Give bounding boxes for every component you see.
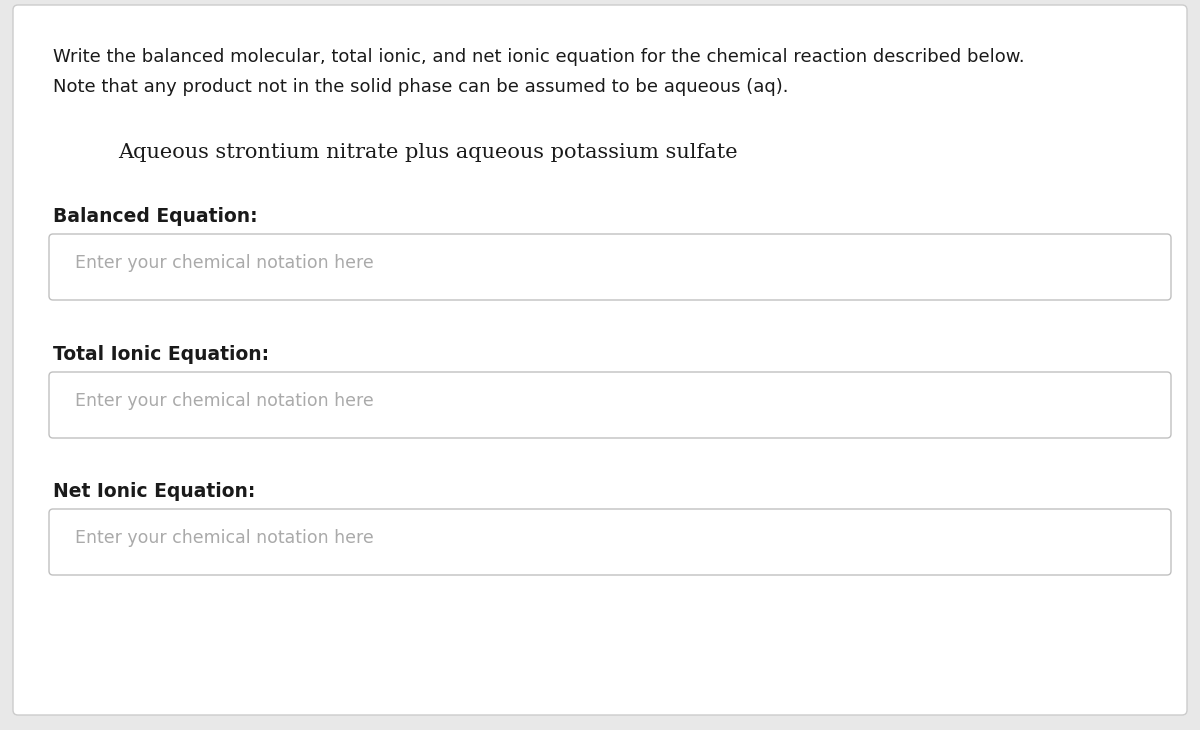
Text: Net Ionic Equation:: Net Ionic Equation: — [53, 482, 256, 501]
Text: Write the balanced molecular, total ionic, and net ionic equation for the chemic: Write the balanced molecular, total ioni… — [53, 48, 1025, 66]
FancyBboxPatch shape — [49, 234, 1171, 300]
Text: Enter your chemical notation here: Enter your chemical notation here — [74, 254, 373, 272]
Text: Aqueous strontium nitrate plus aqueous potassium sulfate: Aqueous strontium nitrate plus aqueous p… — [118, 143, 738, 162]
FancyBboxPatch shape — [49, 509, 1171, 575]
Text: Enter your chemical notation here: Enter your chemical notation here — [74, 529, 373, 547]
FancyBboxPatch shape — [49, 372, 1171, 438]
Text: Enter your chemical notation here: Enter your chemical notation here — [74, 392, 373, 410]
Text: Note that any product not in the solid phase can be assumed to be aqueous (aq).: Note that any product not in the solid p… — [53, 78, 788, 96]
Text: Total Ionic Equation:: Total Ionic Equation: — [53, 345, 269, 364]
FancyBboxPatch shape — [13, 5, 1187, 715]
Text: Balanced Equation:: Balanced Equation: — [53, 207, 258, 226]
